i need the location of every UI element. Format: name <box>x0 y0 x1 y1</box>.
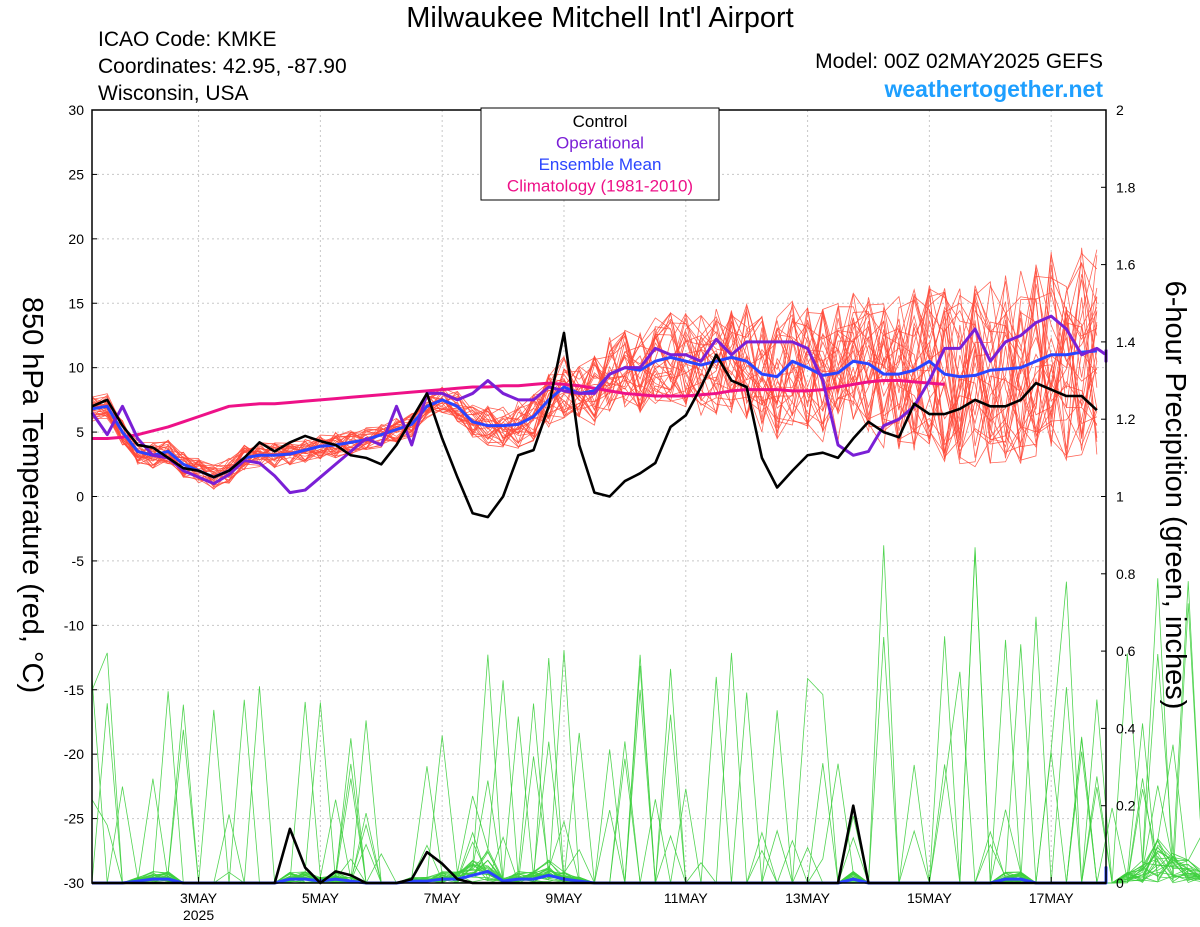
model-run: Model: 00Z 02MAY2025 GEFS <box>815 50 1103 73</box>
control-temp-line <box>91 331 1098 519</box>
y-tick-left: -25 <box>64 811 84 827</box>
y-tick-right: 0.4 <box>1116 720 1136 736</box>
y-tick-right: 1.6 <box>1116 257 1136 273</box>
y-tick-left: 25 <box>68 166 84 182</box>
temp-member-line <box>91 284 1098 488</box>
x-tick-label: 13MAY <box>785 890 831 906</box>
region: Wisconsin, USA <box>98 82 249 105</box>
temp-member-line <box>91 264 1098 484</box>
gridlines <box>92 110 1106 883</box>
y-tick-right: 1 <box>1116 489 1124 505</box>
temp-member-line <box>91 255 1098 486</box>
precip-member-line <box>92 545 1200 884</box>
precip-member-line <box>92 547 1200 884</box>
precip-member-line <box>92 550 1200 884</box>
y-tick-right: 0.8 <box>1116 566 1136 582</box>
y-tick-right: 0 <box>1116 875 1124 891</box>
y-tick-left: -30 <box>64 875 84 891</box>
x-tick-label: 9MAY <box>545 890 583 906</box>
y-tick-left: 30 <box>68 102 84 118</box>
x-tick-label: 11MAY <box>664 890 708 906</box>
legend-entry: Operational <box>556 134 644 153</box>
y-tick-left: -15 <box>64 682 84 698</box>
legend-entry: Ensemble Mean <box>539 155 662 174</box>
precip-member-line <box>92 709 1200 884</box>
temp-member-line <box>91 262 1098 478</box>
precip-member-line <box>92 702 1200 884</box>
y-tick-left: -20 <box>64 746 84 762</box>
x-tick-label: 3MAY <box>180 890 218 906</box>
legend-entry: Control <box>573 112 628 131</box>
chart-title: Milwaukee Mitchell Int'l Airport <box>406 2 794 34</box>
y-tick-left: 0 <box>76 489 84 505</box>
y-tick-right: 1.8 <box>1116 179 1136 195</box>
x-tick-label: 17MAY <box>1029 890 1075 906</box>
ensemble-members <box>91 247 1200 884</box>
y-tick-left: 20 <box>68 231 84 247</box>
icao-code: ICAO Code: KMKE <box>98 28 277 51</box>
y-tick-left: 10 <box>68 360 84 376</box>
axes: 302520151050-5-10-15-20-25-3021.81.61.41… <box>64 102 1136 923</box>
y-tick-left: -5 <box>72 553 85 569</box>
precip-member-line <box>91 703 1200 884</box>
x-tick-label: 7MAY <box>424 890 462 906</box>
y-tick-right: 1.2 <box>1116 411 1136 427</box>
y-tick-left: -10 <box>64 617 84 633</box>
site-link[interactable]: weathertogether.net <box>884 76 1103 102</box>
precip-member-line <box>92 581 1200 884</box>
climatology-temp-line <box>92 379 945 441</box>
temp-member-line <box>91 262 1098 478</box>
x-tick-label: 15MAY <box>907 890 953 906</box>
operational-temp-line <box>90 314 1108 495</box>
legend-entry: Climatology (1981-2010) <box>507 177 693 196</box>
precip-member-line <box>92 699 1200 884</box>
y-tick-right: 2 <box>1116 102 1124 118</box>
x-tick-year: 2025 <box>183 907 214 923</box>
x-tick-label: 5MAY <box>302 890 340 906</box>
y-axis-label-left: 850 hPa Temperature (red, °C) <box>16 297 48 693</box>
coordinates: Coordinates: 42.95, -87.90 <box>98 55 347 78</box>
temp-member-line <box>91 267 1098 480</box>
y-axis-label-right: 6-hour Precipition (green, inches) <box>1159 281 1191 710</box>
legend-box <box>480 107 720 201</box>
y-tick-right: 0.6 <box>1116 643 1136 659</box>
ensemble-mean-temp-line <box>91 349 1097 479</box>
y-tick-right: 1.4 <box>1116 334 1136 350</box>
y-tick-right: 0.2 <box>1116 798 1136 814</box>
legend: Control Operational Ensemble Mean Climatolo… <box>480 107 720 201</box>
y-tick-left: 5 <box>76 424 84 440</box>
y-tick-left: 15 <box>68 295 84 311</box>
